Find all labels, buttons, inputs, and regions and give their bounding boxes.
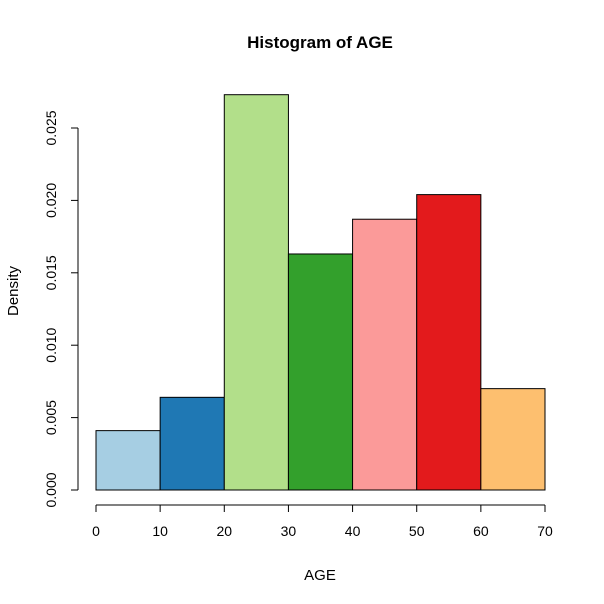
y-tick-label: 0.025 xyxy=(43,110,59,145)
y-tick-label: 0.005 xyxy=(43,400,59,435)
y-tick-label: 0.015 xyxy=(43,255,59,290)
bars-group xyxy=(95,94,546,491)
bar-10-20 xyxy=(159,396,225,491)
bar-40-50 xyxy=(352,218,418,491)
x-axis: 0 10 20 30 40 50 60 70 xyxy=(92,504,553,539)
y-tick-label: 0.020 xyxy=(43,183,59,218)
y-axis: 0.000 0.005 0.010 0.015 0.020 0.025 xyxy=(43,110,79,508)
x-tick-label: 10 xyxy=(152,523,168,539)
chart-title: Histogram of AGE xyxy=(247,33,393,52)
x-tick-label: 70 xyxy=(537,523,553,539)
x-tick-label: 60 xyxy=(473,523,489,539)
bar-20-30 xyxy=(223,94,289,491)
x-axis-label: AGE xyxy=(304,567,336,584)
y-tick-label: 0.010 xyxy=(43,327,59,362)
y-tick-label: 0.000 xyxy=(43,472,59,507)
x-tick-label: 0 xyxy=(92,523,100,539)
x-tick-label: 50 xyxy=(409,523,425,539)
x-tick-label: 30 xyxy=(281,523,297,539)
bar-60-70 xyxy=(480,388,546,491)
y-axis-label: Density xyxy=(5,265,22,316)
x-tick-label: 40 xyxy=(345,523,361,539)
x-tick-label: 20 xyxy=(216,523,232,539)
bar-50-60 xyxy=(416,194,482,491)
bar-0-10 xyxy=(95,430,161,491)
bar-30-40 xyxy=(287,253,354,491)
